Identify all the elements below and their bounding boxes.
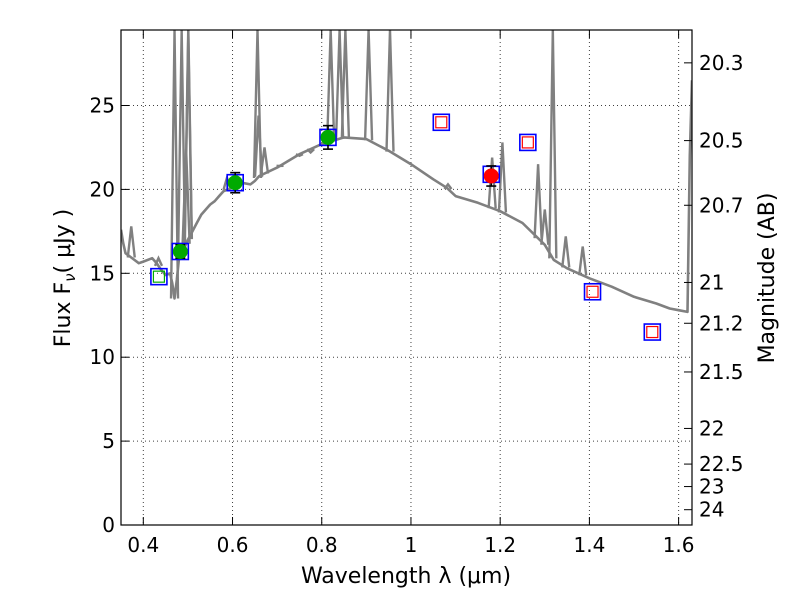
x-tick-label: 1 [405, 533, 418, 557]
emission-line [128, 226, 135, 257]
x-tick-label: 0.8 [306, 533, 338, 557]
emission-line [386, 30, 393, 152]
y2-tick-label: 20.7 [699, 193, 744, 217]
observed-point [484, 169, 498, 183]
y2-tick-label: 20.3 [699, 51, 744, 75]
y-tick-label: 25 [90, 94, 115, 118]
y-tick-label: 5 [102, 429, 115, 453]
y2-tick-label: 21.2 [699, 311, 744, 335]
photometry-markers [151, 114, 660, 340]
y2-tick-label: 24 [699, 498, 724, 522]
y-tick-label: 0 [102, 513, 115, 537]
x-tick-label: 0.4 [127, 533, 159, 557]
y-tick-label: 20 [90, 177, 115, 201]
emission-line [327, 30, 334, 141]
x-tick-label: 1.4 [573, 533, 605, 557]
observed-point [173, 244, 187, 258]
y2-tick-label: 21.5 [699, 360, 744, 384]
emission-line [535, 164, 542, 238]
y2-tick-label: 20.5 [699, 129, 744, 153]
y2-tick-label: 22 [699, 416, 724, 440]
upper-limit-marker [436, 117, 447, 128]
y-tick-label: 10 [90, 345, 115, 369]
emission-line [541, 210, 548, 245]
y-axis-label: Flux Fν( μJy ) [51, 209, 79, 347]
y-label-units: ( μJy ) [51, 209, 76, 274]
svg-text:Flux Fν( μJy ): Flux Fν( μJy ) [51, 209, 79, 347]
emission-line [549, 30, 556, 258]
model-spectrum-continuum [121, 80, 692, 312]
plot-frame [121, 30, 692, 525]
y2-axis-label: Magnitude (AB) [755, 193, 780, 364]
y-label-main: Flux F [51, 282, 76, 347]
y-tick-label: 15 [90, 261, 115, 285]
y-label-subscript: ν [61, 273, 79, 281]
emission-line [562, 236, 569, 267]
x-tick-label: 1.2 [484, 533, 516, 557]
emission-line [261, 147, 268, 173]
upper-limit-marker [587, 286, 598, 297]
y-axis: 0 5 10 15 20 25 [90, 94, 129, 537]
y2-tick-label: 22.5 [699, 452, 744, 476]
emission-line [365, 30, 372, 140]
upper-limit-marker [522, 137, 533, 148]
upper-limit-marker [647, 327, 658, 338]
x-tick-label: 1.6 [663, 533, 695, 557]
emission-line [342, 30, 349, 137]
observed-point [321, 130, 335, 144]
y2-tick-label: 23 [699, 475, 724, 499]
x-axis: 0.4 0.6 0.8 1 1.2 1.4 1.6 [127, 30, 694, 557]
y2-tick-label: 21 [699, 270, 724, 294]
x-tick-label: 0.6 [217, 533, 249, 557]
emission-line [579, 246, 586, 275]
grid [121, 30, 692, 525]
x-axis-label: Wavelength λ (μm) [301, 564, 511, 589]
observed-point [228, 176, 242, 190]
